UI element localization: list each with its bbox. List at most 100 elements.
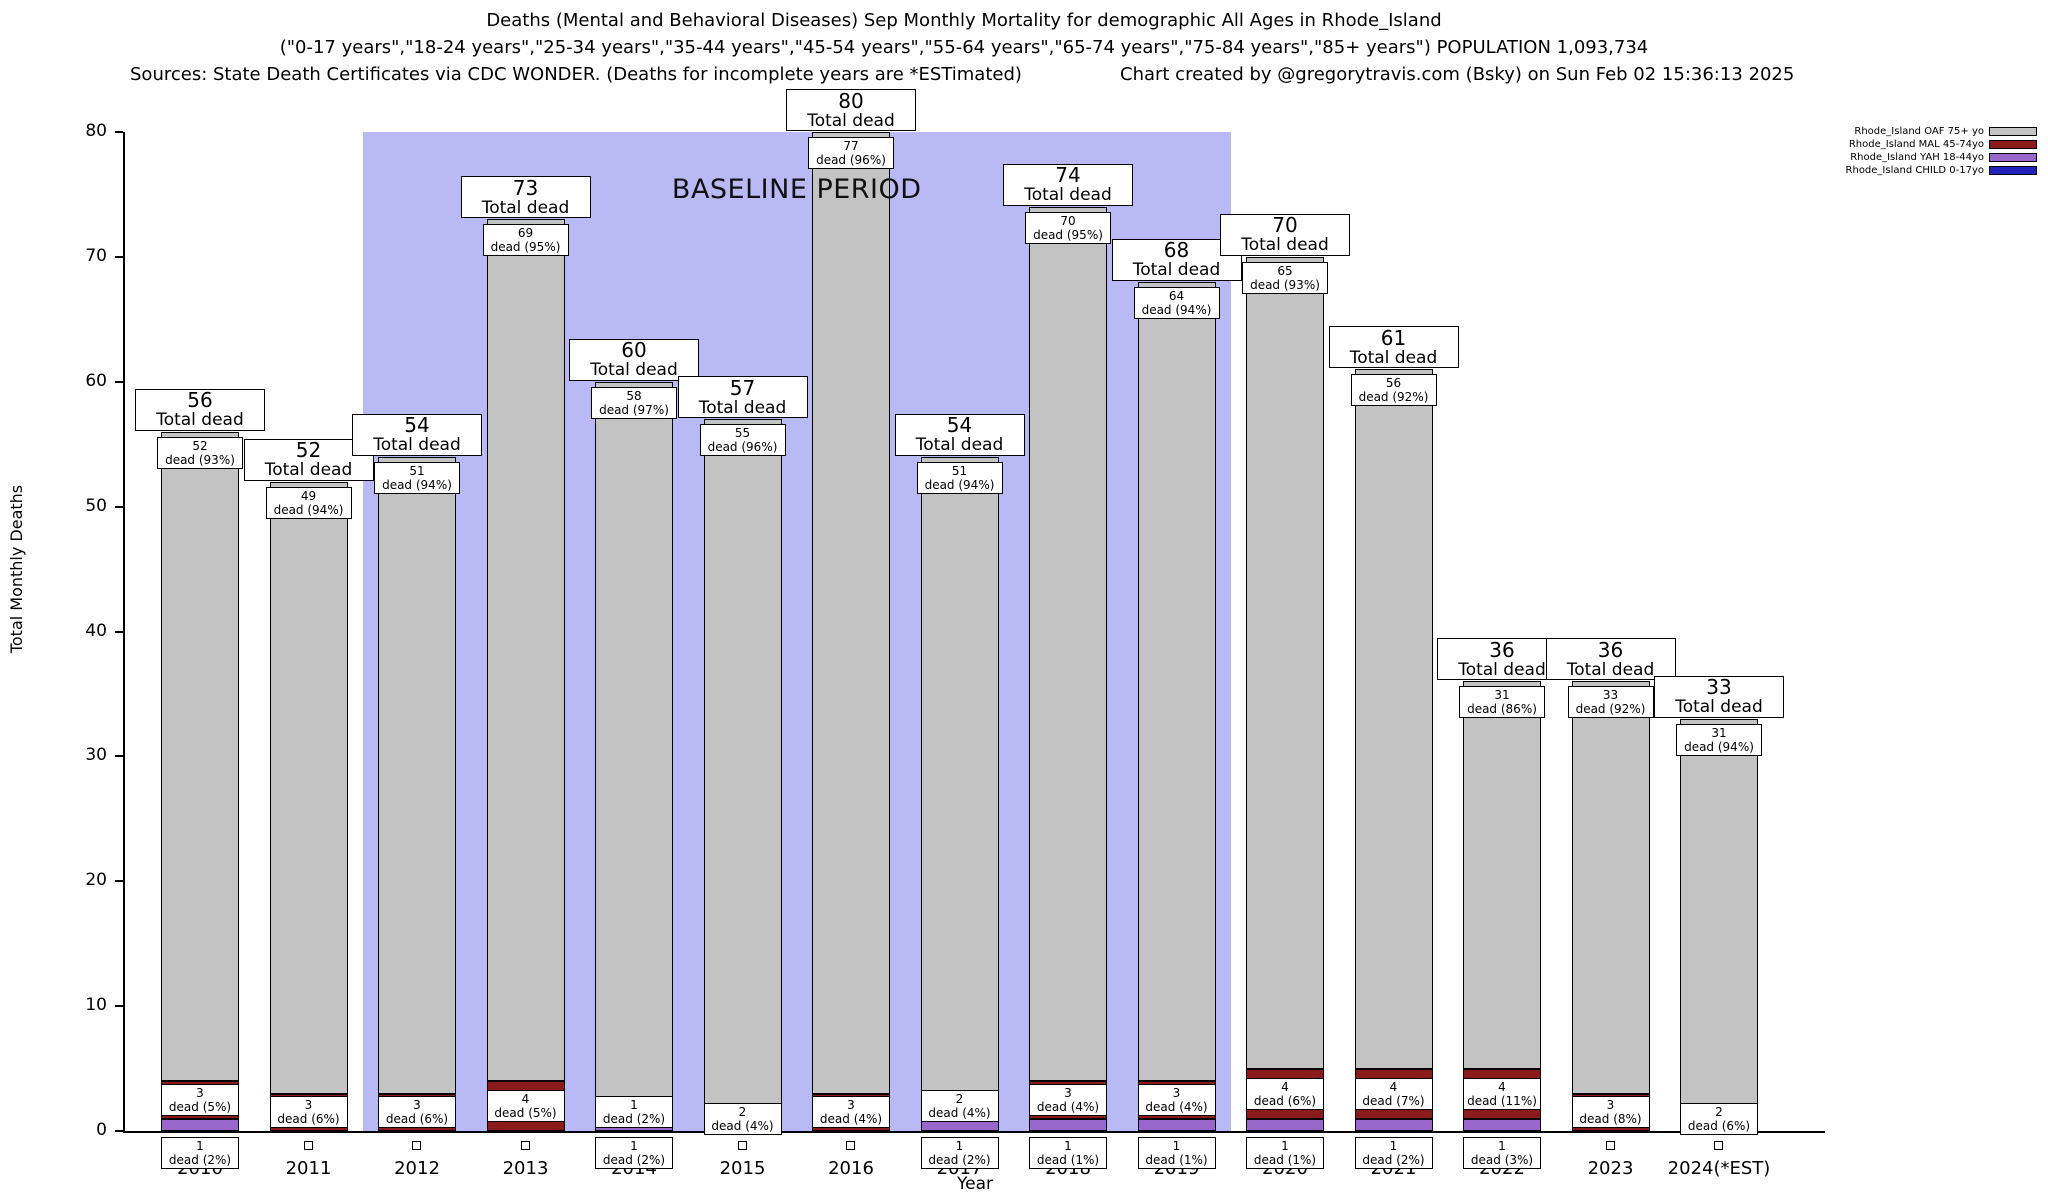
mal-segment-label-text: dead (4%) (1145, 1099, 1208, 1114)
yah-segment-label-text: dead (1%) (1253, 1153, 1317, 1167)
baseline-period-label: BASELINE PERIOD (671, 174, 922, 205)
mal-segment-label: 3 dead (5%) (161, 1083, 239, 1116)
mal-segment-label: 2 dead (4%) (703, 1102, 782, 1135)
bar-segment-oaf (1571, 681, 1650, 1094)
total-dead-label: 57 Total dead (677, 375, 808, 419)
total-dead-label-value: 36 (1597, 637, 1624, 662)
y-tick-label: 0 (96, 1120, 107, 1140)
mal-segment-label-value: 3 (1064, 1085, 1072, 1100)
y-tick (115, 380, 123, 383)
total-dead-label: 52 Total dead (243, 438, 374, 481)
mal-segment-label-value: 3 (413, 1098, 421, 1113)
total-dead-label-value: 56 (187, 388, 213, 413)
mal-segment-label-text: dead (8%) (1579, 1112, 1642, 1127)
yah-segment-label-value: 1 (1498, 1139, 1506, 1153)
total-dead-label-value: 70 (1272, 213, 1298, 238)
total-dead-label-text: Total dead (264, 460, 353, 481)
oaf-segment-label: 49 dead (94%) (265, 486, 352, 519)
legend-entry: Rhode_Island MAL 45-74yo (1788, 139, 2040, 151)
mal-segment-label-text: dead (11%) (1467, 1093, 1537, 1108)
chart-credit-note: Chart created by @gregorytravis.com (Bsk… (1120, 64, 1795, 85)
total-dead-label-text: Total dead (373, 435, 461, 456)
mal-segment-label: 3 dead (4%) (812, 1096, 890, 1129)
x-tick-label: 2024(*EST) (1667, 1158, 1771, 1179)
oaf-segment-label-value: 51 (951, 463, 968, 478)
total-dead-label-value: 57 (729, 375, 756, 400)
x-tick-label: 2011 (285, 1158, 332, 1179)
bar-segment-yah (1137, 1118, 1216, 1131)
oaf-segment-label-value: 58 (626, 388, 642, 403)
x-tick-label: 2016 (828, 1158, 874, 1179)
yah-segment-label-text: dead (3%) (1470, 1153, 1534, 1167)
yah-segment-label-value: 1 (1281, 1139, 1289, 1153)
oaf-segment-label: 31 dead (86%) (1459, 686, 1545, 719)
y-tick-label: 70 (85, 245, 107, 266)
y-tick (115, 880, 123, 883)
zero-value-marker (520, 1141, 530, 1150)
oaf-segment-label-text: dead (94%) (1684, 739, 1754, 754)
yah-segment-label: 1 dead (1%) (1246, 1137, 1324, 1169)
bar-segment-oaf (486, 219, 565, 1082)
mal-segment-label: 1 dead (2%) (595, 1096, 673, 1129)
total-dead-label: 70 Total dead (1220, 213, 1350, 256)
legend-entry: Rhode_Island CHILD 0-17yo (1788, 165, 2040, 177)
yah-segment-label-value: 1 (196, 1139, 204, 1153)
bar-segment-oaf (1463, 681, 1541, 1069)
legend-entry: Rhode_Island OAF 75+ yo (1788, 126, 2040, 138)
zero-value-marker (737, 1141, 747, 1150)
mal-segment-label-text: dead (6%) (1687, 1118, 1751, 1133)
bar-segment-oaf (595, 381, 673, 1107)
oaf-segment-label-value: 52 (192, 438, 208, 453)
oaf-segment-label-text: dead (92%) (1575, 702, 1646, 717)
bar-segment-yah (1246, 1118, 1324, 1131)
yah-segment-label-text: dead (1%) (1036, 1153, 1100, 1167)
yah-segment-label: 1 dead (2%) (161, 1137, 239, 1169)
total-dead-label-text: Total dead (1132, 260, 1221, 281)
mal-segment-label-text: dead (6%) (1253, 1093, 1317, 1108)
y-tick (115, 505, 123, 508)
oaf-segment-label: 55 dead (96%) (699, 424, 786, 457)
oaf-segment-label: 58 dead (97%) (591, 386, 677, 419)
oaf-segment-label-text: dead (96%) (816, 153, 886, 167)
y-tick-label: 20 (85, 870, 107, 891)
y-tick-label: 80 (85, 121, 107, 141)
y-tick-label: 50 (85, 495, 107, 516)
mal-segment-label-value: 3 (196, 1085, 204, 1100)
oaf-segment-label-text: dead (95%) (490, 240, 561, 255)
total-dead-label: 33 Total dead (1654, 675, 1784, 718)
zero-value-marker (412, 1141, 421, 1150)
total-dead-label-text: Total dead (156, 410, 244, 431)
yah-segment-label: 1 dead (2%) (1354, 1137, 1433, 1169)
yah-segment-label-text: dead (2%) (168, 1153, 232, 1167)
bar-segment-oaf (1137, 281, 1216, 1082)
total-dead-label-value: 54 (946, 413, 973, 438)
mal-segment-label: 4 dead (11%) (1463, 1077, 1541, 1110)
mal-segment-label-value: 2 (1715, 1104, 1723, 1119)
mal-segment-label-value: 2 (955, 1092, 964, 1107)
oaf-segment-label: 52 dead (93%) (157, 436, 243, 469)
total-dead-label: 74 Total dead (1003, 163, 1133, 206)
mal-segment-label-value: 3 (847, 1098, 855, 1113)
zero-value-marker (1605, 1141, 1615, 1150)
yah-segment-label-text: dead (2%) (928, 1153, 991, 1167)
oaf-segment-label-value: 77 (843, 139, 859, 153)
total-dead-label-text: Total dead (1349, 347, 1438, 368)
mal-segment-label-text: dead (5%) (168, 1099, 232, 1114)
mal-segment-label-value: 4 (1389, 1079, 1398, 1094)
total-dead-label: 73 Total dead (460, 176, 591, 219)
total-dead-label-value: 33 (1706, 675, 1732, 700)
y-tick (115, 131, 123, 133)
bar-segment-oaf (920, 456, 999, 1094)
bar-segment-yah (161, 1118, 239, 1131)
total-dead-label: 36 Total dead (1437, 638, 1567, 681)
y-tick (115, 1130, 123, 1132)
total-dead-label-text: Total dead (1024, 185, 1112, 206)
oaf-segment-label-text: dead (94%) (1141, 302, 1212, 317)
oaf-segment-label-value: 33 (1602, 688, 1619, 703)
mal-segment-label: 3 dead (4%) (1137, 1083, 1216, 1116)
mal-segment-label: 3 dead (6%) (269, 1096, 348, 1129)
y-tick (115, 255, 123, 258)
oaf-segment-label-value: 56 (1385, 376, 1402, 391)
yah-segment-label: 1 dead (3%) (1463, 1137, 1541, 1169)
mal-segment-label: 4 dead (6%) (1246, 1077, 1324, 1110)
